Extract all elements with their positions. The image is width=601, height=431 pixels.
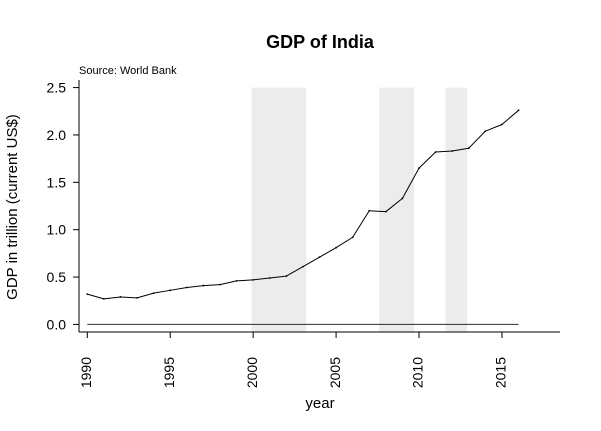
line-segment — [153, 289, 171, 294]
data-point — [434, 151, 437, 153]
data-point — [517, 109, 520, 112]
line-segment — [302, 256, 320, 268]
data-point — [351, 236, 354, 239]
line-segment — [335, 236, 353, 249]
data-point — [285, 275, 288, 278]
line-segment — [452, 147, 469, 152]
y-tick-label: 0.5 — [47, 269, 67, 285]
line-segment — [468, 130, 486, 149]
data-point — [467, 147, 470, 150]
series-gdp — [86, 109, 520, 300]
y-tick-label: 1.0 — [47, 222, 67, 238]
chart-title: GDP of India — [266, 32, 375, 52]
line-segment — [136, 292, 154, 299]
line-segment — [120, 296, 138, 299]
line-segment — [485, 124, 503, 132]
data-point — [384, 210, 387, 213]
line-segment — [369, 210, 386, 213]
data-point — [368, 209, 371, 212]
shaded-period-1 — [251, 87, 307, 332]
y-axis-label: GDP in trillion (current US$) — [4, 114, 21, 300]
line-segment — [253, 277, 270, 281]
x-tick-label: 2000 — [244, 357, 260, 388]
line-segment — [219, 280, 237, 286]
data-point — [102, 297, 105, 300]
line-segment — [186, 285, 204, 288]
x-tick-label: 1990 — [78, 357, 94, 388]
x-tick-label: 2015 — [493, 357, 509, 388]
data-point — [252, 278, 255, 281]
x-tick-label: 1995 — [161, 357, 177, 388]
y-tick-label: 1.5 — [47, 174, 67, 190]
data-point — [451, 150, 454, 152]
line-segment — [401, 167, 420, 199]
line-segment — [435, 150, 453, 153]
shaded-periods — [87, 87, 519, 332]
line-segment — [352, 210, 370, 238]
y-tick-label: 2.0 — [47, 127, 67, 143]
data-point — [418, 167, 420, 170]
data-point — [501, 123, 503, 126]
x-tick-label: 2005 — [327, 357, 343, 388]
series-layer — [86, 109, 520, 300]
data-point — [335, 246, 337, 249]
line-segment — [236, 279, 254, 282]
line-segment — [286, 266, 304, 277]
line-segment — [418, 151, 436, 169]
line-segment — [269, 275, 287, 279]
x-axis-label: year — [305, 395, 334, 412]
data-point — [268, 277, 271, 279]
y-tick-label: 0.0 — [47, 316, 67, 332]
data-point — [136, 296, 138, 299]
line-segment — [385, 198, 403, 213]
data-point — [185, 286, 188, 289]
line-segment — [103, 296, 121, 300]
chart-subtitle: Source: World Bank — [79, 65, 177, 77]
data-point — [219, 283, 221, 286]
line-segment — [319, 247, 337, 258]
line-segment — [87, 293, 105, 300]
y-tick-label: 2.5 — [47, 80, 67, 96]
line-segment — [170, 286, 187, 291]
shaded-period-3 — [445, 87, 468, 332]
data-point — [235, 279, 238, 282]
data-point — [401, 197, 404, 200]
data-point — [202, 284, 205, 287]
line-segment — [203, 284, 221, 287]
data-point — [119, 296, 122, 298]
data-point — [86, 293, 89, 296]
data-point — [484, 130, 487, 133]
data-point — [318, 256, 321, 259]
data-point — [169, 289, 172, 292]
axis-ticks: 0.0 0.5 1.0 1.5 2.0 2.5 1990 1995 2000 2005 2010 20… — [47, 80, 509, 389]
data-point — [302, 265, 304, 268]
data-point — [152, 292, 155, 295]
line-segment — [501, 109, 519, 125]
x-tick-label: 2010 — [410, 357, 426, 388]
shaded-period-2 — [379, 87, 415, 332]
